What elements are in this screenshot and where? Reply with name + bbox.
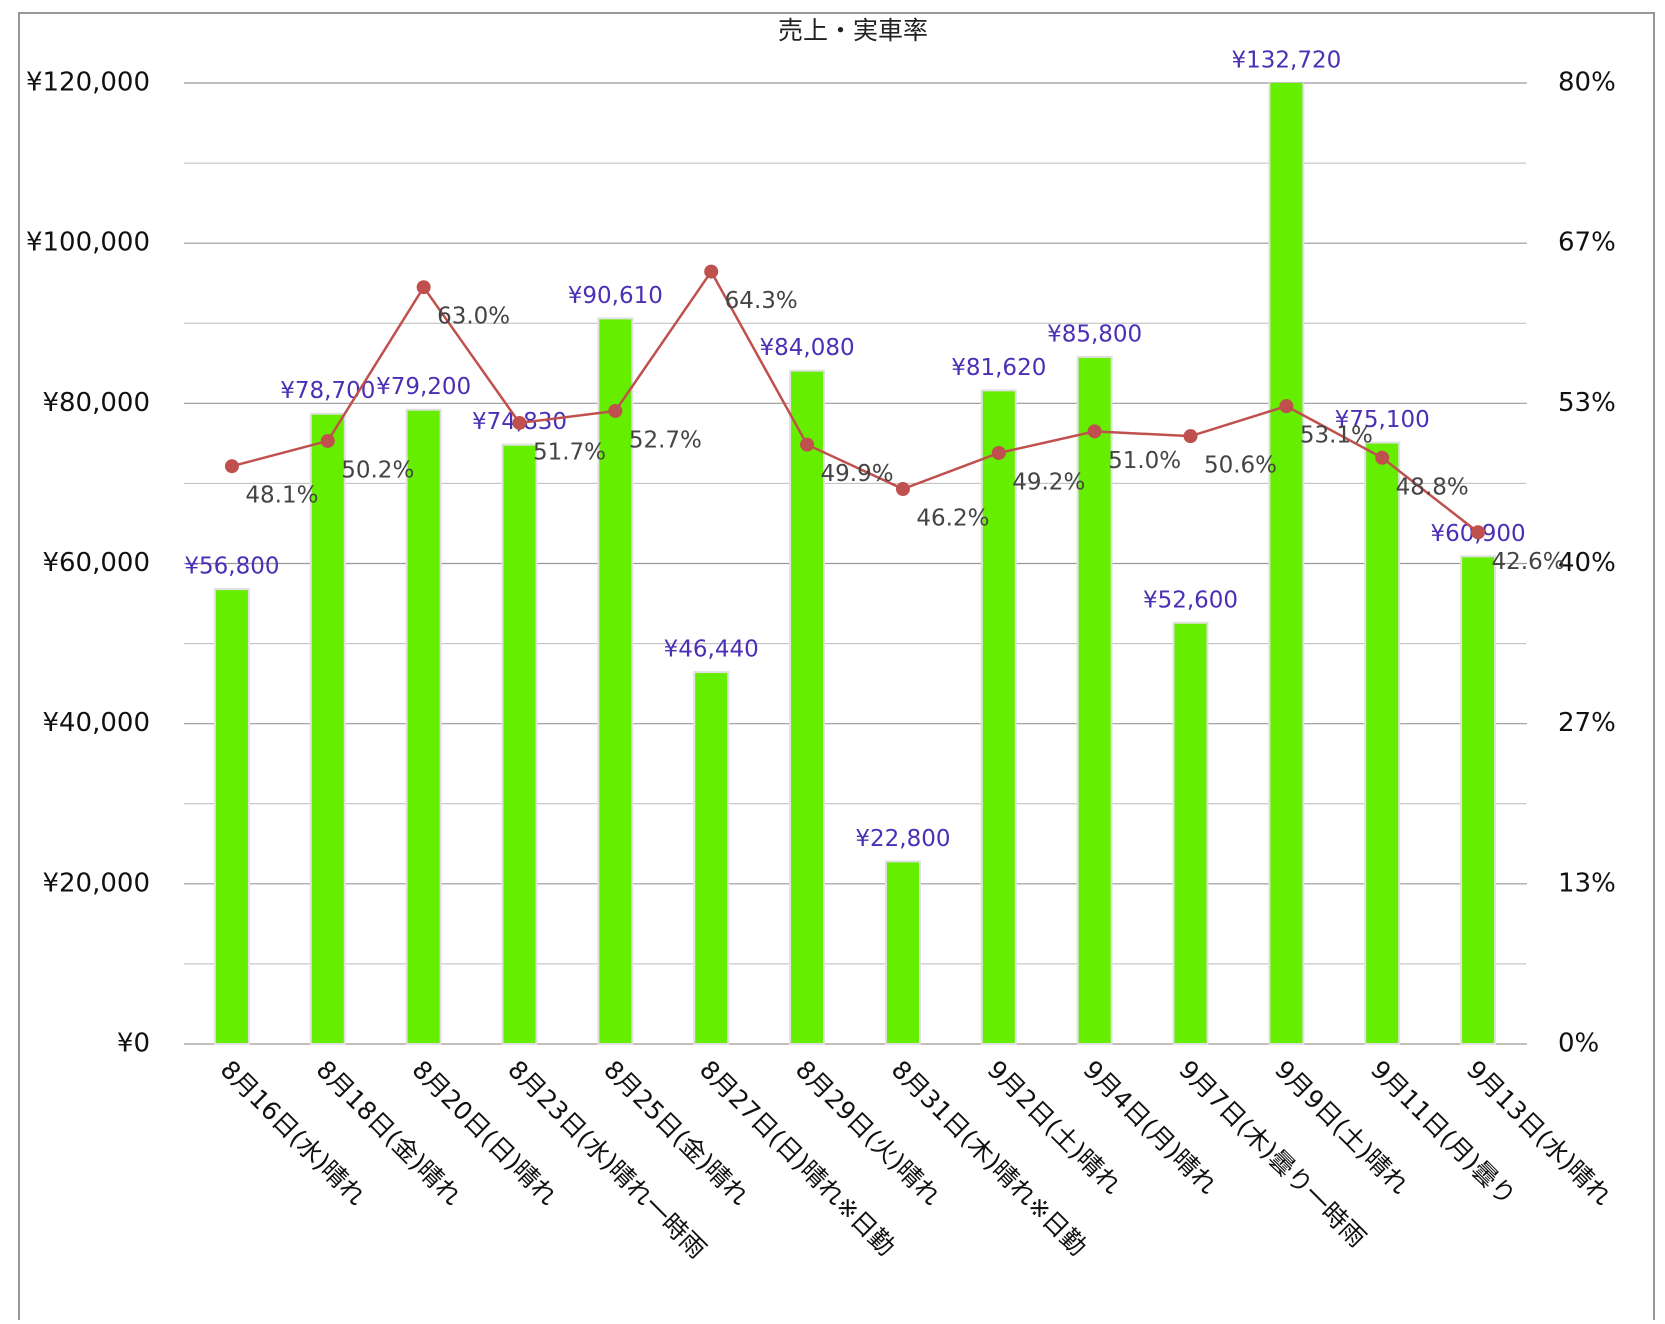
line-value-label: 52.7% <box>629 427 702 453</box>
y2-tick-label: 13% <box>1558 868 1616 898</box>
x-tick-label: 8月23日(水)晴れ一時雨 <box>502 1055 711 1264</box>
bar <box>597 317 634 1045</box>
line-value-label: 63.0% <box>437 304 510 330</box>
y2-tick-label: 27% <box>1558 708 1616 738</box>
bar <box>1364 441 1401 1045</box>
x-tick-label: 8月31日(木)晴れ※日勤 <box>886 1055 1093 1262</box>
bar <box>1172 621 1209 1045</box>
bar-value-label: ¥132,720 <box>1231 48 1341 74</box>
line-marker <box>416 280 431 295</box>
y2-tick-label: 67% <box>1558 228 1616 258</box>
bar <box>309 412 346 1046</box>
line-value-label: 42.6% <box>1492 549 1565 575</box>
bar <box>884 860 921 1045</box>
line-value-label: 48.8% <box>1396 474 1469 500</box>
line <box>231 269 1479 534</box>
line-marker <box>320 433 335 448</box>
line-marker <box>704 264 719 279</box>
chart-frame <box>18 12 1655 1324</box>
y2-tick-label: 80% <box>1558 68 1616 98</box>
bar <box>1076 355 1113 1045</box>
line-value-label: 48.1% <box>245 483 318 509</box>
line-value-label: 49.2% <box>1012 469 1085 495</box>
y-tick-label: ¥40,000 <box>42 708 150 738</box>
bar <box>980 389 1017 1045</box>
line-value-label: 51.7% <box>533 439 606 465</box>
bar <box>693 671 730 1046</box>
line-marker <box>991 445 1006 460</box>
x-tick-label: 9月7日(木)曇り一時雨 <box>1173 1055 1371 1253</box>
line-marker <box>1375 450 1390 465</box>
line-marker <box>895 482 910 497</box>
y2-tick-label: 53% <box>1558 388 1616 418</box>
bar-value-label: ¥84,080 <box>760 335 855 361</box>
y2-tick-label: 40% <box>1558 548 1616 578</box>
y2-tick-label: 0% <box>1558 1029 1599 1059</box>
line-marker <box>1279 399 1294 414</box>
bar-value-label: ¥81,620 <box>951 355 1046 381</box>
line-value-label: 50.6% <box>1204 453 1277 479</box>
bar-value-label: ¥52,600 <box>1143 587 1238 613</box>
bar <box>1268 83 1305 1045</box>
bar-value-label: ¥79,200 <box>376 374 471 400</box>
bar-value-label: ¥85,800 <box>1047 321 1142 347</box>
x-tick-label: 8月27日(日)晴れ※日勤 <box>694 1055 901 1262</box>
line-value-label: 49.9% <box>821 461 894 487</box>
bar <box>789 369 826 1045</box>
line-value-label: 53.1% <box>1300 423 1373 449</box>
line-marker <box>1183 429 1198 444</box>
line-value-label: 50.2% <box>341 457 414 483</box>
bar-value-label: ¥22,800 <box>855 826 950 852</box>
line-marker <box>608 403 623 418</box>
y-tick-label: ¥100,000 <box>26 228 150 258</box>
y-tick-label: ¥60,000 <box>42 548 150 578</box>
line-marker <box>1087 424 1102 439</box>
chart-title: 売上・実車率 <box>778 16 928 45</box>
line-value-label: 64.3% <box>725 288 798 314</box>
bar-value-label: ¥75,100 <box>1335 407 1430 433</box>
line-marker <box>800 437 815 452</box>
y-tick-label: ¥0 <box>117 1029 150 1059</box>
line-marker <box>512 415 527 430</box>
bar-value-label: ¥46,440 <box>664 637 759 663</box>
y-tick-label: ¥120,000 <box>26 68 150 98</box>
line-value-label: 46.2% <box>916 506 989 532</box>
line-marker <box>224 459 239 474</box>
line-value-label: 51.0% <box>1108 448 1181 474</box>
bar <box>405 408 442 1045</box>
bar <box>213 588 250 1045</box>
bar-value-label: ¥90,610 <box>568 283 663 309</box>
y-tick-label: ¥80,000 <box>42 388 150 418</box>
bar-value-label: ¥78,700 <box>280 378 375 404</box>
bar-value-label: ¥56,800 <box>184 554 279 580</box>
y-tick-label: ¥20,000 <box>42 868 150 898</box>
bar <box>501 443 538 1046</box>
bar-layer <box>213 83 1497 1046</box>
bar <box>1460 555 1497 1045</box>
line-marker <box>1471 525 1486 540</box>
